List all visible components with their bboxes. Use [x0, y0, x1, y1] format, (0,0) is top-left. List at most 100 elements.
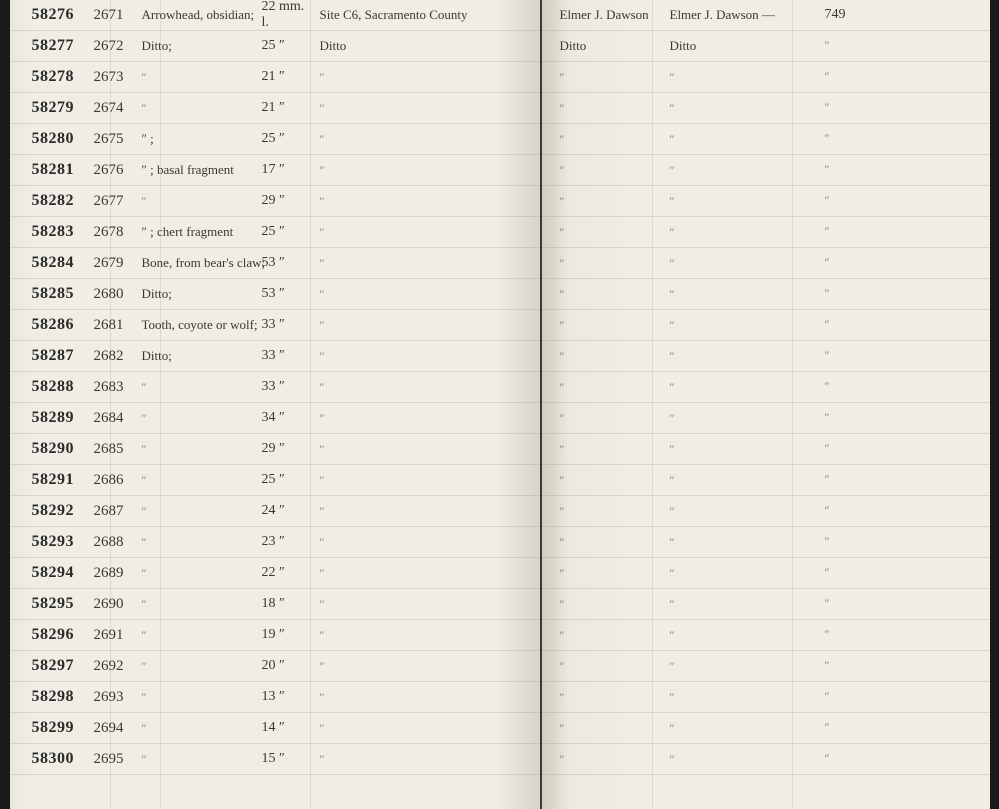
sub-number: 2682: [88, 348, 138, 365]
site: ″: [312, 224, 540, 240]
donor: ″: [662, 627, 817, 643]
ledger-row: 582872682Ditto;33 ″″: [10, 341, 540, 372]
catalog-number: 58278: [10, 68, 88, 86]
collector: ″: [542, 441, 662, 457]
reference: ″: [817, 596, 897, 612]
dimension: 53 ″: [260, 255, 312, 271]
reference: ″: [817, 689, 897, 705]
reference: ″: [817, 162, 897, 178]
collector: Ditto: [542, 38, 662, 54]
catalog-number: 58290: [10, 440, 88, 458]
collector: ″: [542, 193, 662, 209]
ledger-row: ″″″: [542, 155, 990, 186]
catalog-number: 58284: [10, 254, 88, 272]
site: Site C6, Sacramento County: [312, 7, 540, 23]
catalog-number: 58281: [10, 161, 88, 179]
description: Tooth, coyote or wolf;: [138, 317, 260, 333]
ledger-row: ″″″: [542, 217, 990, 248]
donor: ″: [662, 286, 817, 302]
description: ″: [138, 689, 260, 705]
ledger-row: 582952690″18 ″″: [10, 589, 540, 620]
reference: ″: [817, 720, 897, 736]
donor: ″: [662, 565, 817, 581]
site: ″: [312, 255, 540, 271]
ledger-row: ″″″: [542, 682, 990, 713]
description: ″: [138, 720, 260, 736]
catalog-number: 58277: [10, 37, 88, 55]
dimension: 14 ″: [260, 720, 312, 736]
sub-number: 2683: [88, 379, 138, 396]
site: ″: [312, 503, 540, 519]
ledger-row: 582942689″22 ″″: [10, 558, 540, 589]
ledger-row: 582852680Ditto;53 ″″: [10, 279, 540, 310]
sub-number: 2678: [88, 224, 138, 241]
site: ″: [312, 627, 540, 643]
site: ″: [312, 131, 540, 147]
ledger-row: ″″″: [542, 496, 990, 527]
ledger-row: 582882683″33 ″″: [10, 372, 540, 403]
description: Ditto;: [138, 286, 260, 302]
ledger-row: 582762671Arrowhead, obsidian;22 mm. l.Si…: [10, 0, 540, 31]
ledger-row: ″″″: [542, 124, 990, 155]
collector: ″: [542, 596, 662, 612]
reference: ″: [817, 472, 897, 488]
ledger-row: 582892684″34 ″″: [10, 403, 540, 434]
catalog-number: 58299: [10, 719, 88, 737]
collector: Elmer J. Dawson: [542, 7, 662, 23]
collector: ″: [542, 286, 662, 302]
reference: 749: [817, 7, 897, 23]
donor: ″: [662, 720, 817, 736]
donor: ″: [662, 596, 817, 612]
ledger-row: DittoDitto″: [542, 31, 990, 62]
ledger-row: ″″″: [542, 186, 990, 217]
description: ″: [138, 534, 260, 550]
donor: ″: [662, 100, 817, 116]
ledger-row: ″″″: [542, 713, 990, 744]
reference: ″: [817, 627, 897, 643]
sub-number: 2685: [88, 441, 138, 458]
sub-number: 2675: [88, 131, 138, 148]
ledger-book: 582762671Arrowhead, obsidian;22 mm. l.Si…: [10, 0, 990, 809]
donor: Ditto: [662, 38, 817, 54]
ledger-row: ″″″: [542, 279, 990, 310]
sub-number: 2676: [88, 162, 138, 179]
reference: ″: [817, 193, 897, 209]
sub-number: 2695: [88, 751, 138, 768]
ledger-right-page: Elmer J. DawsonElmer J. Dawson —749Ditto…: [542, 0, 990, 809]
catalog-number: 58276: [10, 6, 88, 24]
dimension: 19 ″: [260, 627, 312, 643]
donor: ″: [662, 503, 817, 519]
donor: ″: [662, 193, 817, 209]
ledger-row: 582782673″21 ″″: [10, 62, 540, 93]
description: Ditto;: [138, 38, 260, 54]
collector: ″: [542, 162, 662, 178]
sub-number: 2694: [88, 720, 138, 737]
collector: ″: [542, 348, 662, 364]
ledger-row: ″″″: [542, 589, 990, 620]
catalog-number: 58294: [10, 564, 88, 582]
ledger-row: 582862681Tooth, coyote or wolf;33 ″″: [10, 310, 540, 341]
donor: ″: [662, 162, 817, 178]
site: ″: [312, 162, 540, 178]
collector: ″: [542, 69, 662, 85]
collector: ″: [542, 317, 662, 333]
catalog-number: 58283: [10, 223, 88, 241]
ledger-row: ″″″: [542, 62, 990, 93]
catalog-number: 58293: [10, 533, 88, 551]
site: ″: [312, 69, 540, 85]
ledger-row: 582972692″20 ″″: [10, 651, 540, 682]
ledger-row: 582792674″21 ″″: [10, 93, 540, 124]
dimension: 33 ″: [260, 348, 312, 364]
donor: ″: [662, 69, 817, 85]
catalog-number: 58282: [10, 192, 88, 210]
dimension: 29 ″: [260, 441, 312, 457]
dimension: 25 ″: [260, 131, 312, 147]
dimension: 21 ″: [260, 69, 312, 85]
site: Ditto: [312, 38, 540, 54]
site: ″: [312, 441, 540, 457]
catalog-number: 58296: [10, 626, 88, 644]
dimension: 22 mm. l.: [260, 0, 312, 31]
reference: ″: [817, 379, 897, 395]
reference: ″: [817, 286, 897, 302]
ledger-left-page: 582762671Arrowhead, obsidian;22 mm. l.Si…: [10, 0, 542, 809]
